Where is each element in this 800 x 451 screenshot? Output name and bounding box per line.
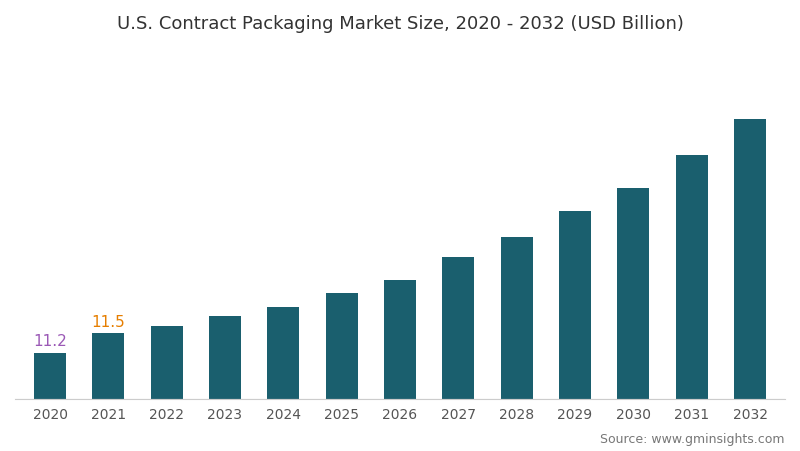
Bar [209,317,241,451]
Bar [734,119,766,451]
Title: U.S. Contract Packaging Market Size, 2020 - 2032 (USD Billion): U.S. Contract Packaging Market Size, 202… [117,15,683,33]
Bar [559,211,591,451]
Bar [442,257,474,451]
Text: Source: www.gminsights.com: Source: www.gminsights.com [599,433,784,446]
Text: 11.2: 11.2 [33,334,67,350]
Bar [676,155,708,451]
Bar [150,327,182,451]
Bar [501,238,533,451]
Bar [34,353,66,451]
Bar [326,294,358,451]
Bar [384,280,416,451]
Bar [267,307,299,451]
Bar [618,188,650,451]
Bar [92,333,124,451]
Text: 11.5: 11.5 [91,315,126,330]
